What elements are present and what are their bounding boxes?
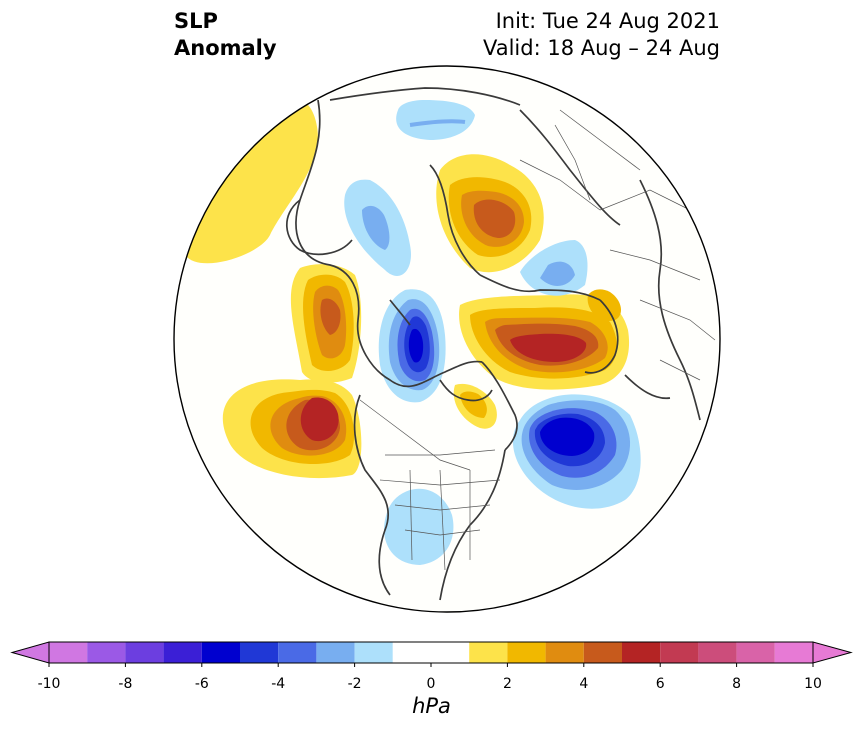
colorbar-segment [660, 642, 699, 663]
colorbar-extend-over [812, 641, 853, 664]
map-dates: Init: Tue 24 Aug 2021 Valid: 18 Aug – 24… [483, 8, 720, 62]
anomaly-negative-east-siberia [344, 179, 411, 276]
map-boundary [173, 65, 721, 613]
colorbar-segment [392, 642, 470, 663]
anomaly-positive-alaska [290, 264, 362, 383]
colorbar-segment [354, 642, 393, 663]
colorbar-segment [507, 642, 546, 663]
colorbar-tick-label: -10 [38, 676, 61, 692]
init-date: Init: Tue 24 Aug 2021 [495, 9, 720, 33]
colorbar-segment [278, 642, 317, 663]
colorbar-segment [774, 642, 813, 663]
colorbar-segment [736, 642, 775, 663]
colorbar-tick-label: 2 [503, 676, 512, 692]
anomaly-negative-north-atlantic [512, 394, 641, 509]
colorbar-extend-under [10, 641, 50, 664]
colorbar-tick-label: 0 [427, 676, 436, 692]
colorbar-segment [316, 642, 355, 663]
colorbar-segment [201, 642, 240, 663]
colorbar-segment [698, 642, 737, 663]
anomaly-positive-greenland-barents [459, 294, 630, 390]
valid-range: Valid: 18 Aug – 24 Aug [482, 36, 720, 60]
colorbar-segment [583, 642, 622, 663]
anomaly-negative-beaufort [378, 289, 446, 403]
title-line-1: SLP [174, 9, 218, 33]
colorbar-tick-label: 8 [732, 676, 741, 692]
political-borders [359, 109, 716, 571]
colorbar-tick-label: 6 [656, 676, 665, 692]
coastlines [285, 87, 701, 601]
colorbar-tick-label: -2 [348, 676, 362, 692]
anomaly-negative-central-us [384, 488, 454, 565]
polar-map [173, 65, 721, 613]
colorbar-segment [622, 642, 661, 663]
colorbar-tick-label: -4 [271, 676, 285, 692]
map-title: SLP Anomaly [174, 8, 277, 62]
anomaly-positive-siberia [436, 154, 544, 273]
anomaly-positive-north-pacific [222, 379, 362, 479]
colorbar-segment [163, 642, 202, 663]
colorbar-segment [49, 642, 88, 663]
colorbar-segment [125, 642, 164, 663]
colorbar-unit-label: hPa [412, 694, 451, 718]
colorbar-tick-label: 4 [579, 676, 588, 692]
colorbar-segment [545, 642, 584, 663]
colorbar-tick-label: -6 [195, 676, 209, 692]
title-line-2: Anomaly [174, 36, 277, 60]
colorbar-tick-label: -8 [118, 676, 132, 692]
colorbar: -10 -8 -6 -4 -2 0 2 4 6 8 10 [10, 641, 853, 692]
colorbar-segment [240, 642, 279, 663]
colorbar-segment [87, 642, 126, 663]
anomaly-positive-west-pacific [175, 100, 318, 264]
colorbar-tick-label: 10 [804, 676, 822, 692]
colorbar-segment [469, 642, 508, 663]
